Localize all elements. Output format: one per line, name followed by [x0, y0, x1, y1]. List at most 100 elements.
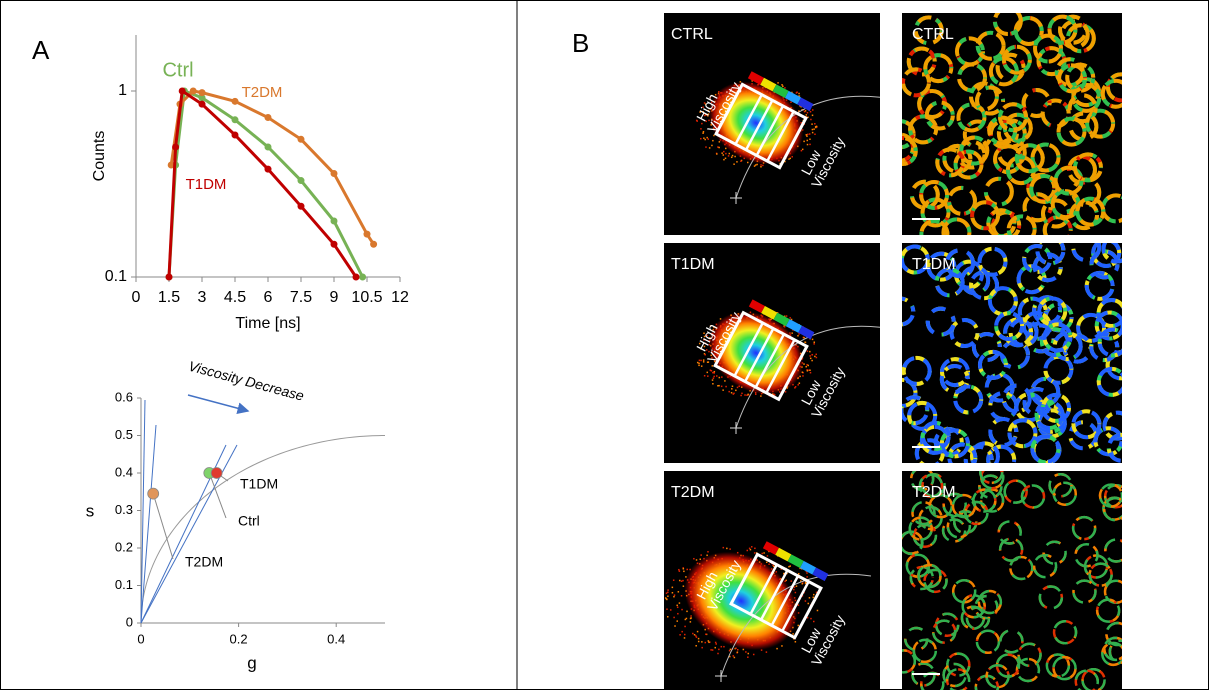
speckle: [806, 576, 808, 578]
speckle: [672, 587, 674, 589]
speckle: [812, 597, 814, 599]
speckle: [710, 649, 712, 651]
speckle: [814, 134, 816, 136]
data-point: [199, 101, 206, 108]
speckle: [697, 631, 699, 633]
speckle: [723, 646, 725, 648]
speckle: [711, 145, 713, 147]
y-tick-label: 0.2: [115, 539, 133, 554]
speckle: [809, 370, 811, 372]
speckle: [705, 146, 707, 148]
speckle: [813, 594, 815, 596]
speckle: [707, 372, 709, 374]
speckle: [751, 546, 753, 548]
speckle: [809, 355, 811, 357]
speckle: [766, 651, 768, 653]
speckle: [703, 359, 705, 361]
speckle: [777, 82, 779, 84]
speckle: [694, 634, 696, 636]
speckle: [723, 547, 725, 549]
speckle: [701, 647, 703, 649]
speckle: [698, 363, 700, 365]
speckle: [683, 568, 685, 570]
speckle: [802, 375, 804, 377]
speckle: [809, 144, 811, 146]
speckle: [737, 649, 739, 651]
speckle: [810, 358, 812, 360]
speckle: [730, 649, 732, 651]
speckle: [812, 115, 814, 117]
leader-line: [209, 473, 226, 518]
speckle: [703, 131, 705, 133]
data-point: [199, 89, 206, 96]
speckle: [667, 595, 669, 597]
speckle: [784, 87, 786, 89]
speckle: [729, 153, 731, 155]
speckle: [782, 86, 784, 88]
point-label: T2DM: [185, 554, 223, 570]
data-point: [179, 87, 186, 94]
speckle: [814, 123, 816, 125]
speckle: [674, 625, 676, 627]
speckle: [735, 647, 737, 649]
speckle: [735, 390, 737, 392]
point-label: T1DM: [240, 476, 278, 492]
speckle: [798, 573, 800, 575]
speckle: [702, 132, 704, 134]
data-point: [232, 98, 239, 105]
speckle: [731, 388, 733, 390]
speckle: [681, 609, 683, 611]
speckle: [679, 570, 681, 572]
speckle: [805, 366, 807, 368]
data-point: [353, 274, 360, 281]
y-tick-label: 0.5: [115, 427, 133, 442]
speckle: [794, 586, 796, 588]
speckle: [753, 654, 755, 656]
speckle: [684, 634, 686, 636]
x-tick-label: 0: [137, 631, 144, 646]
speckle: [717, 385, 719, 387]
x-tick-label: 0.4: [327, 631, 345, 646]
speckle: [808, 603, 810, 605]
speckle: [712, 383, 714, 385]
speckle: [697, 362, 699, 364]
data-point: [190, 87, 197, 94]
speckle: [729, 650, 731, 652]
speckle: [811, 360, 813, 362]
data-point: [364, 231, 371, 238]
speckle: [685, 619, 687, 621]
x-tick-label: 3: [198, 289, 207, 306]
speckle: [673, 596, 675, 598]
speckle: [705, 633, 707, 635]
speckle: [721, 646, 723, 648]
speckle: [678, 591, 680, 593]
speckle: [748, 653, 750, 655]
speckle: [725, 153, 727, 155]
data-point: [370, 241, 377, 248]
speckle: [806, 134, 808, 136]
speckle: [747, 394, 749, 396]
speckle: [737, 651, 739, 653]
speckle: [709, 147, 711, 149]
speckle: [715, 643, 717, 645]
panel-label: A: [32, 35, 50, 65]
data-point: [148, 488, 159, 499]
speckle: [695, 645, 697, 647]
speckle: [667, 591, 669, 593]
speckle: [725, 386, 727, 388]
speckle: [791, 332, 793, 334]
speckle: [726, 548, 728, 550]
speckle: [729, 548, 731, 550]
speckle: [676, 605, 678, 607]
speckle: [700, 554, 702, 556]
speckle: [677, 607, 679, 609]
speckle: [815, 354, 817, 356]
speckle: [813, 621, 815, 623]
data-point: [331, 170, 338, 177]
speckle: [792, 633, 794, 635]
speckle: [760, 166, 762, 168]
micro-image: T1DM: [887, 234, 1134, 473]
speckle: [696, 120, 698, 122]
speckle: [676, 620, 678, 622]
speckle: [767, 555, 769, 557]
